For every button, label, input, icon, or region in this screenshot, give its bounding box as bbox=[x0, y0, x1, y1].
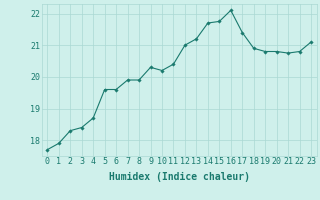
X-axis label: Humidex (Indice chaleur): Humidex (Indice chaleur) bbox=[109, 172, 250, 182]
